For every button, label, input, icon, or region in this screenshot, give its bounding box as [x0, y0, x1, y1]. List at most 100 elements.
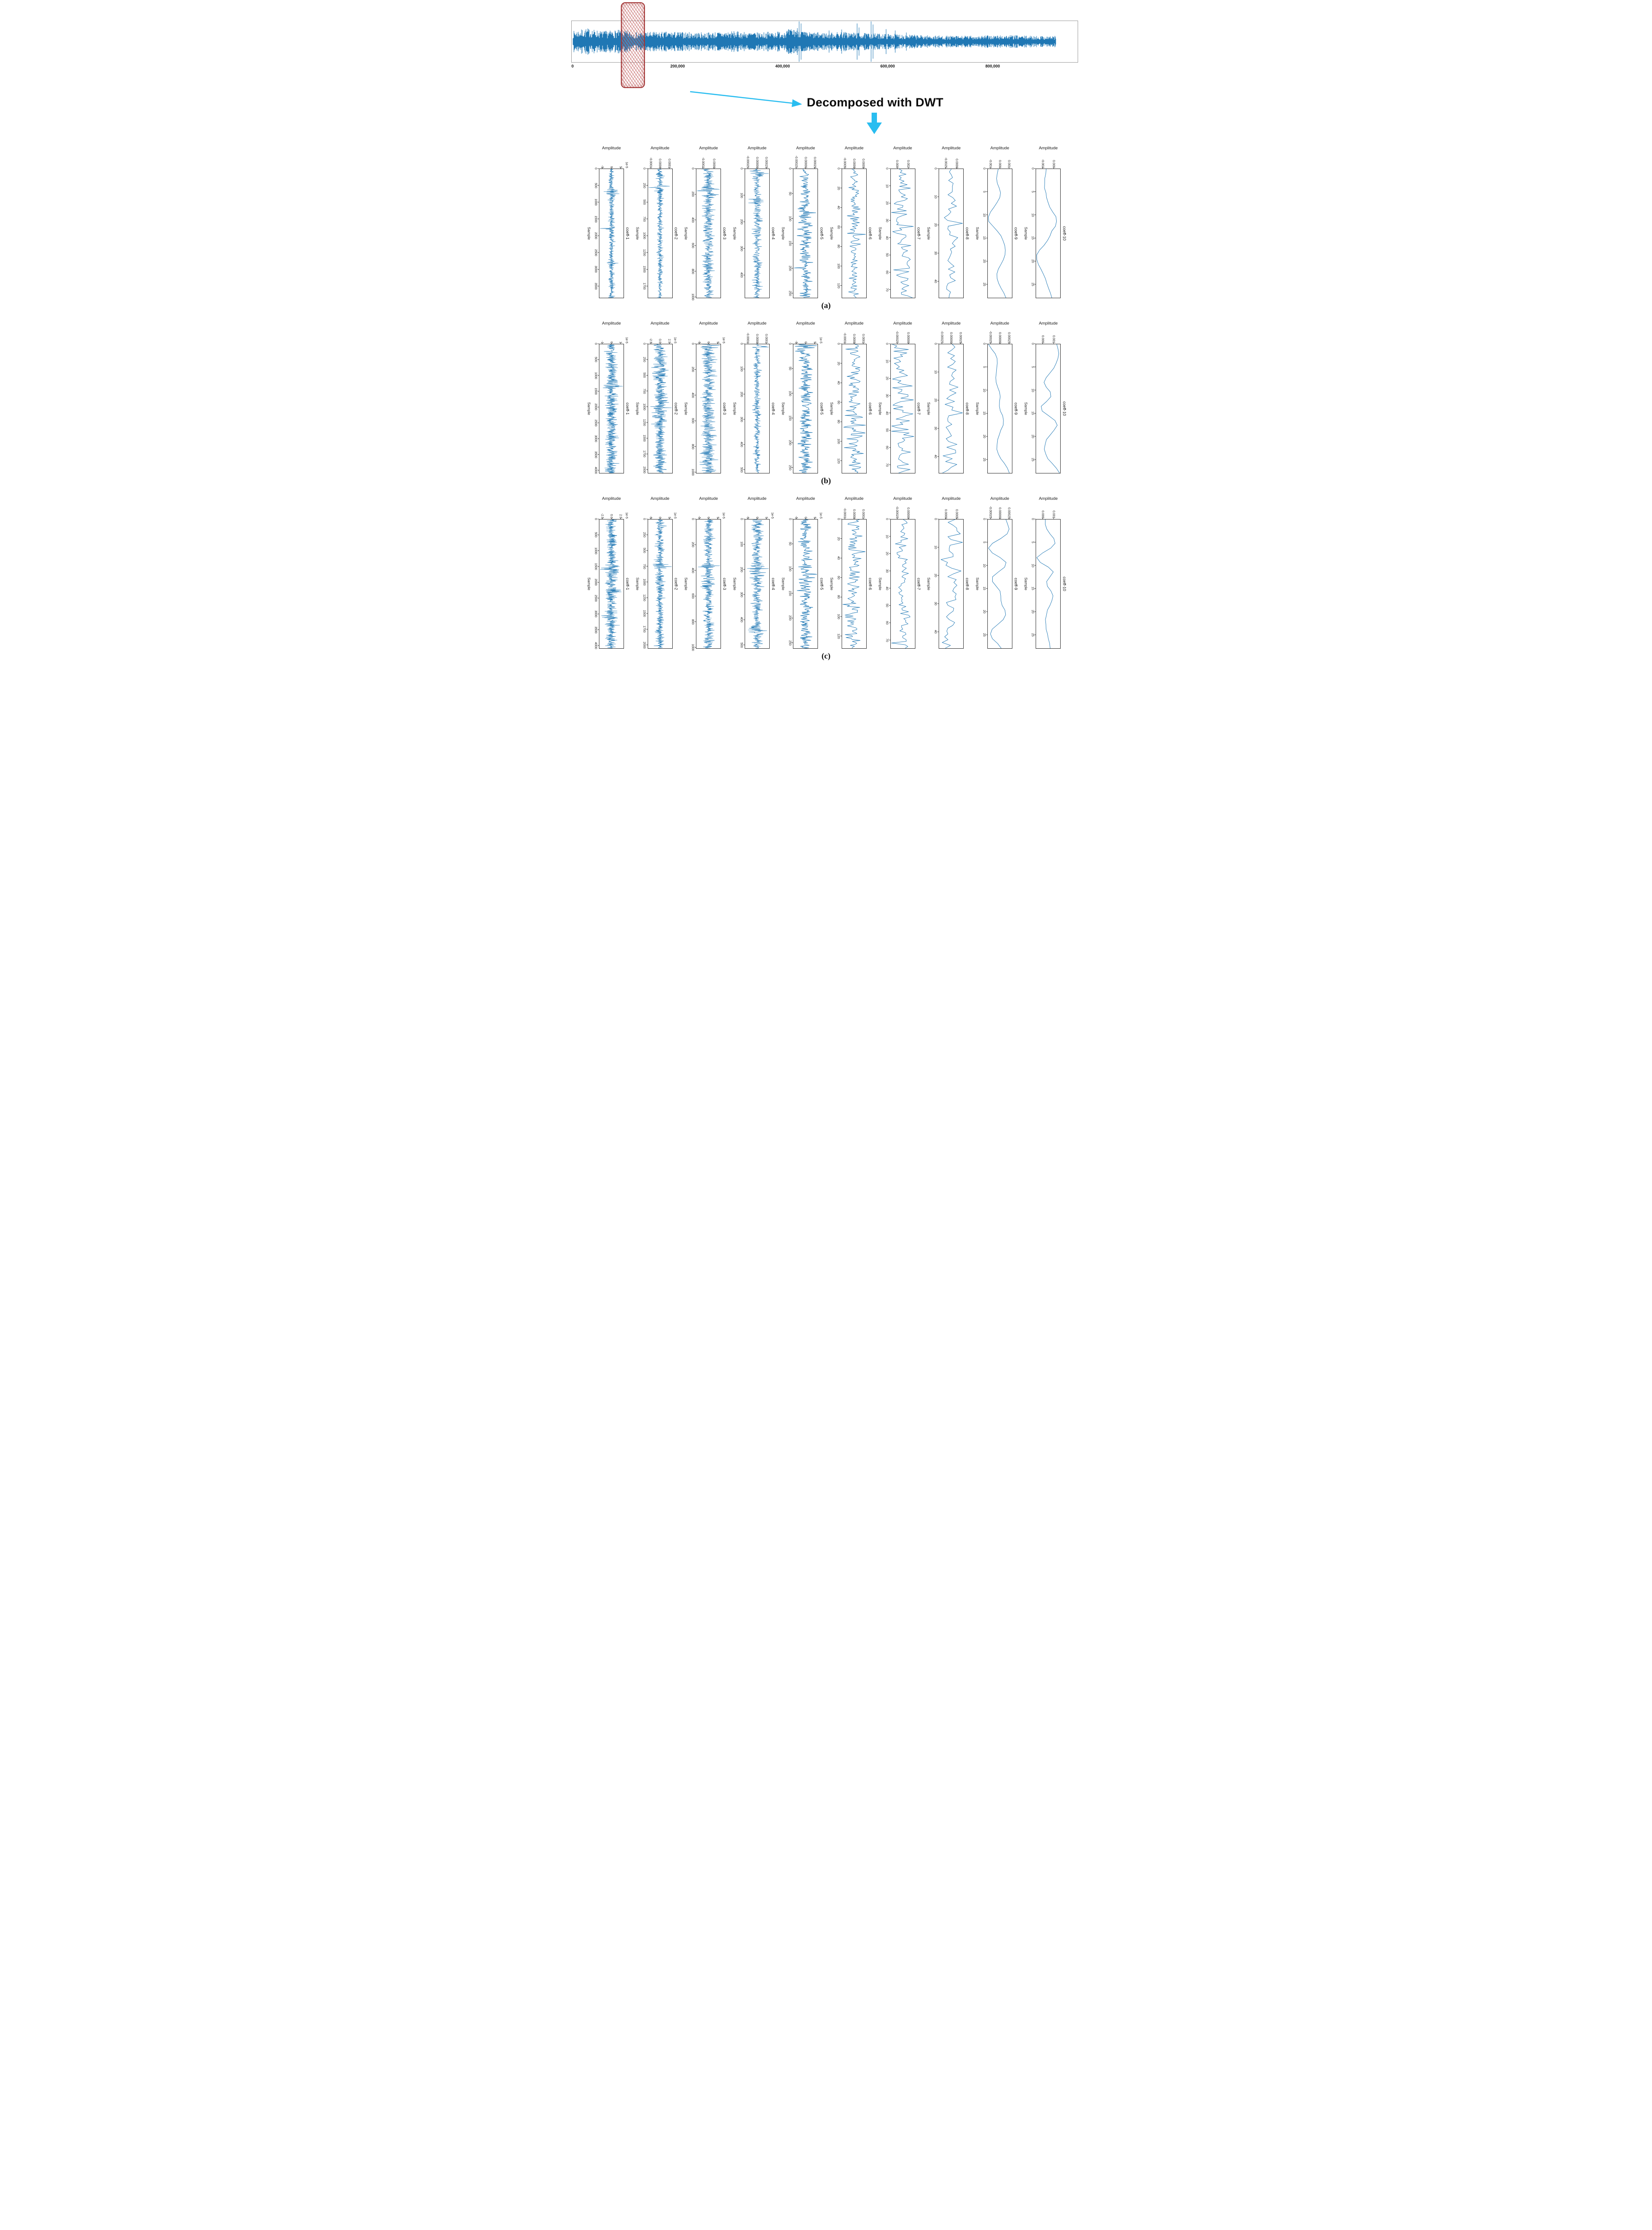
sample-tick-label: 250 [788, 465, 792, 470]
sample-axis-label: Sample [781, 402, 786, 415]
coeff-title: coeff-5 [819, 227, 824, 240]
sample-tick-label: 150 [788, 241, 792, 246]
amplitude-axis-title: Amplitude [747, 321, 767, 326]
amplitude-axis-title: Amplitude [844, 321, 864, 326]
sample-tick-label: 5 [982, 190, 986, 193]
coeff-title: coeff-7 [916, 578, 921, 590]
coeff-plot [743, 342, 770, 473]
amp-tick-label: -0.00025 [895, 331, 899, 343]
sample-axis-label: Sample [975, 402, 980, 415]
sample-tick-labels: 0 10 20 30 40 50 60 70 [883, 343, 890, 473]
sample-tick-label: 3500 [594, 626, 597, 634]
sample-tick-labels: 0 500 1000 1500 2000 2500 3000 3500 [592, 168, 599, 298]
amp-tick-label: -0.002 [1041, 159, 1045, 168]
amp-tick-label: -5 [697, 340, 701, 343]
subplot-b-coeff-4: Amplitude -0.0001 0.0000 0.0001 Sample 0 100 20… [732, 321, 781, 473]
amplitude-tick-labels: 0.000 0.002 [878, 151, 927, 169]
coeff-waveform [937, 518, 964, 649]
sample-tick-labels: 0 100 200 300 400 500 [738, 343, 745, 473]
sample-tick-label: 500 [642, 199, 646, 205]
amplitude-tick-labels: -5 0 5 1e-5 [780, 501, 829, 519]
sample-tick-label: 250 [788, 291, 792, 296]
sample-tick-label: 500 [594, 182, 597, 188]
amp-tick-label: 0.0000 [852, 509, 856, 519]
coeff-title: coeff-10 [1062, 576, 1067, 591]
amp-tick-label: 2.5 [619, 514, 622, 519]
sample-tick-label: 20 [836, 536, 840, 541]
sample-tick-labels: 0 100 200 300 400 [738, 168, 745, 298]
coeff-plot [889, 167, 915, 298]
row-caption-c: (c) [822, 651, 830, 660]
sample-tick-labels: 0 20 40 60 80 100 120 [834, 343, 842, 473]
sample-axis-label: Sample [781, 577, 786, 591]
coeff-title: coeff-6 [868, 578, 872, 590]
coeff-plot [840, 342, 867, 473]
sample-tick-labels: 0 10 20 30 40 50 60 70 [883, 518, 890, 649]
amp-tick-label: -5 [794, 515, 798, 519]
sample-tick-labels: 0 200 400 600 800 1000 [689, 343, 696, 476]
coeff-plot [598, 342, 624, 473]
sample-tick-label: 0 [885, 518, 889, 520]
amplitude-axis-title: Amplitude [747, 146, 767, 151]
coeff-title: coeff-4 [771, 578, 775, 590]
amp-tick-label: 0.00000 [804, 156, 807, 168]
sample-tick-label: 60 [885, 446, 889, 449]
sample-tick-label: 30 [934, 427, 937, 431]
sample-tick-label: 20 [934, 223, 937, 227]
sample-tick-label: 5 [1031, 541, 1034, 543]
sample-tick-label: 3000 [594, 610, 597, 617]
amp-tick-label: 0.0000 [658, 158, 662, 168]
amplitude-tick-labels: -0.00025 0.00000 0.00025 [926, 326, 975, 344]
sample-tick-label: 200 [739, 219, 743, 224]
amplitude-tick-labels: -0.00025 0.00000 0.00025 [975, 326, 1024, 344]
coeff-plot [889, 518, 915, 649]
sample-tick-label: 1750 [642, 450, 646, 458]
coeff-title: coeff-1 [625, 578, 630, 590]
sample-tick-label: 10 [1031, 563, 1034, 567]
sample-tick-label: 0 [1031, 343, 1034, 345]
amp-tick-label: 0.0 [658, 339, 662, 343]
coeff-waveform [646, 342, 673, 473]
x-tick-label: 600,000 [880, 64, 895, 68]
amplitude-tick-labels: -0.00025 0.00000 0.00025 [780, 151, 829, 169]
coeff-plot [743, 167, 770, 298]
sample-axis-label: Sample [927, 227, 931, 240]
sample-tick-label: 150 [788, 415, 792, 421]
subplot-b-coeff-7: Amplitude -0.00025 0.00000 Sample 0 10 20 30 40 5… [878, 321, 927, 473]
sample-tick-label: 0 [982, 518, 986, 520]
amp-tick-label: 0 [804, 342, 807, 343]
amplitude-axis-title: Amplitude [942, 146, 961, 151]
sample-tick-label: 500 [642, 548, 646, 553]
amp-tick-label: -2.5 [649, 338, 652, 343]
subplot-a-coeff-10: Amplitude -0.002 0.000 Sample 0 5 10 15 20 25 coef… [1023, 146, 1072, 298]
sample-tick-labels: 0 5 10 15 20 25 [980, 343, 987, 473]
axis-offset-label: 1e-5 [722, 337, 725, 343]
amp-tick-label: 0.00025 [958, 332, 962, 343]
sample-tick-label: 30 [934, 251, 937, 255]
amp-tick-label: 0 [804, 517, 807, 519]
sample-tick-label: 100 [788, 390, 792, 396]
amp-tick-label: 0.0000 [712, 158, 716, 168]
sample-tick-label: 1500 [594, 388, 597, 395]
coeff-title: coeff-9 [1013, 578, 1018, 590]
sample-tick-label: 40 [836, 206, 840, 210]
sample-tick-label: 3500 [594, 451, 597, 458]
coeff-waveform [889, 342, 915, 473]
amplitude-tick-labels: -5 0 5 1e-5 [683, 326, 732, 344]
sample-tick-label: 1000 [594, 547, 597, 554]
amp-tick-label: 0.00000 [755, 156, 759, 168]
amp-tick-label: 5 [716, 342, 719, 343]
coeff-row-c: Amplitude -2.5 0.0 2.5 1e-5 Sample 0 500 1000 150… [567, 496, 1085, 651]
amp-tick-label: 0.0000 [944, 509, 947, 519]
amplitude-axis-title: Amplitude [893, 146, 912, 151]
coeff-waveform [986, 167, 1012, 298]
subplot-c-coeff-4: Amplitude -5 0 5 1e-5 Sample 0 100 200 300 400 500 c… [732, 496, 781, 649]
coeff-waveform [937, 167, 964, 298]
sample-tick-label: 4000 [594, 467, 597, 474]
coeff-waveform [889, 167, 915, 298]
sample-tick-label: 0 [739, 168, 743, 169]
subplot-a-coeff-7: Amplitude 0.000 0.002 Sample 0 10 20 30 40 50 60 70… [878, 146, 927, 298]
sample-tick-label: 40 [885, 236, 889, 240]
amp-tick-label: 0.00025 [1007, 332, 1011, 343]
sample-tick-labels: 0 10 20 30 40 [931, 343, 939, 473]
